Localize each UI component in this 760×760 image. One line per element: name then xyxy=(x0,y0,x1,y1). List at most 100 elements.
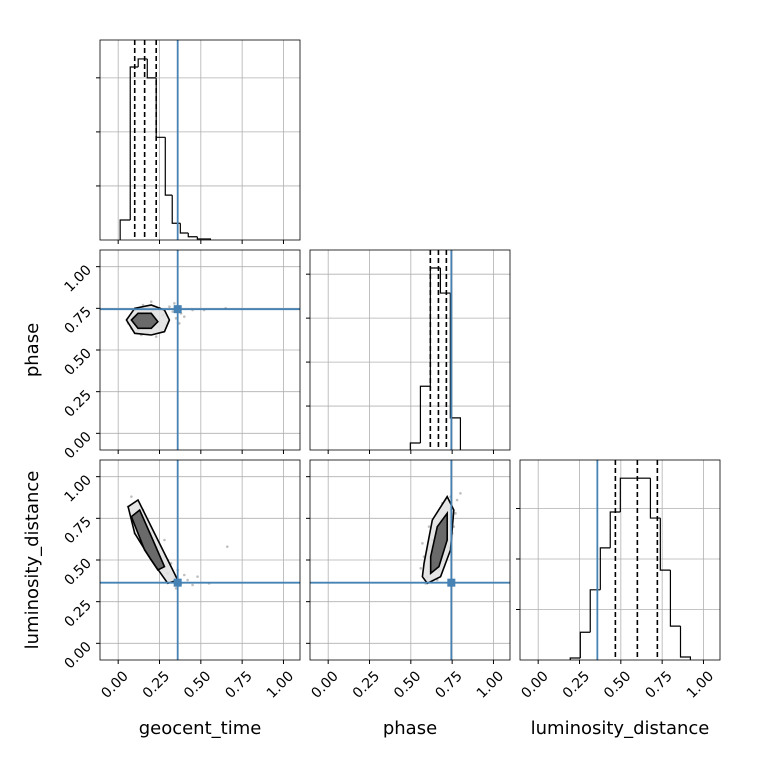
hist-bar xyxy=(589,589,601,633)
plot-area xyxy=(100,460,300,660)
sample-point xyxy=(196,575,199,578)
y-axis-label: luminosity_distance xyxy=(22,471,43,650)
x-tick-label: 0.00 xyxy=(518,668,551,701)
hist-bar xyxy=(599,547,611,590)
sample-point xyxy=(141,303,145,307)
y-tick-label: 1.00 xyxy=(61,472,94,505)
y-tick-label: 0.25 xyxy=(61,597,94,630)
panel: 0.00 0.25 0.50 0.75 1.00 luminosity_distance xyxy=(516,459,721,739)
hist-bar xyxy=(449,293,462,450)
y-tick-label: 0.00 xyxy=(61,639,94,672)
contour xyxy=(130,312,159,330)
x-tick-label: 0.75 xyxy=(642,668,675,701)
sample-point xyxy=(454,512,457,515)
sample-point xyxy=(182,573,186,577)
hist-bar xyxy=(196,236,212,240)
sample-point xyxy=(130,495,133,498)
plot-area xyxy=(569,460,692,660)
sample-point xyxy=(163,538,166,542)
sample-point xyxy=(174,587,178,590)
sample-point xyxy=(459,492,462,495)
hist-bar xyxy=(679,626,692,660)
hist-bar xyxy=(179,223,189,234)
sample-point xyxy=(186,578,189,582)
sample-point xyxy=(174,317,178,320)
truth-marker xyxy=(447,578,456,587)
panel-frame xyxy=(99,249,301,451)
hist-bar xyxy=(439,268,451,294)
hist-bar xyxy=(649,478,661,519)
sample-point xyxy=(149,300,153,303)
hist-bar xyxy=(187,232,198,238)
panel: 0.00 0.25 0.50 0.75 1.000.000.250.500.751.00… xyxy=(22,459,301,739)
x-tick-label: 0.50 xyxy=(181,668,214,701)
truth-marker xyxy=(173,305,182,314)
x-tick-label: 0.00 xyxy=(98,668,131,701)
hist-bar xyxy=(164,137,173,196)
sample-point xyxy=(168,305,171,308)
y-tick-label: 1.00 xyxy=(61,262,94,295)
y-tick-label: 0.50 xyxy=(61,556,94,589)
hist-bar xyxy=(419,385,431,443)
sample-point xyxy=(178,322,181,325)
panel-frame xyxy=(519,459,721,661)
sample-point xyxy=(171,310,175,313)
x-axis-label: luminosity_distance xyxy=(531,718,710,739)
x-tick-label: 0.25 xyxy=(350,668,383,701)
sample-point xyxy=(191,583,194,587)
hist-bar xyxy=(137,58,148,68)
x-tick-label: 0.00 xyxy=(308,668,341,701)
panel-frame xyxy=(99,459,301,661)
panel xyxy=(96,39,301,244)
x-tick-label: 1.00 xyxy=(264,668,297,701)
hist-bar xyxy=(129,66,139,220)
hist-bar xyxy=(659,518,671,571)
x-tick-label: 0.50 xyxy=(391,668,424,701)
x-tick-label: 0.50 xyxy=(601,668,634,701)
x-tick-label: 1.00 xyxy=(684,668,717,701)
plot-area xyxy=(100,250,300,450)
sample-point xyxy=(419,567,423,570)
x-tick-label: 0.75 xyxy=(222,668,255,701)
hist-bar xyxy=(609,511,621,548)
plot-area xyxy=(119,40,212,240)
hist-bar xyxy=(409,442,421,450)
hist-bar xyxy=(119,219,131,240)
panel-frame xyxy=(309,459,511,661)
y-tick-label: 0.75 xyxy=(61,304,94,337)
hist-bar xyxy=(155,77,166,138)
contour xyxy=(130,508,166,572)
sample-point xyxy=(427,525,431,528)
y-tick-label: 0.75 xyxy=(61,514,94,547)
panel-frame xyxy=(309,249,511,451)
sample-point xyxy=(173,302,176,305)
panel-frame xyxy=(99,39,301,241)
truth-marker xyxy=(173,578,182,587)
y-tick-label: 0.50 xyxy=(61,346,94,379)
y-axis-label: phase xyxy=(22,323,43,377)
x-axis-label: phase xyxy=(383,718,437,739)
x-tick-label: 0.75 xyxy=(432,668,465,701)
sample-point xyxy=(455,498,459,502)
sample-point xyxy=(154,335,158,338)
plot-area xyxy=(310,460,510,660)
hist-bar xyxy=(579,631,591,658)
x-tick-label: 1.00 xyxy=(474,668,507,701)
sample-point xyxy=(225,545,229,548)
hist-bar xyxy=(171,195,181,224)
contour xyxy=(429,510,448,576)
panel xyxy=(306,249,511,454)
hist-bar xyxy=(669,570,681,627)
x-tick-label: 0.25 xyxy=(560,668,593,701)
y-tick-label: 0.00 xyxy=(61,429,94,462)
plot-area xyxy=(409,250,462,450)
panel: 0.00 0.25 0.50 0.75 1.00 phase xyxy=(22,249,301,462)
hist-bar xyxy=(619,477,636,513)
sample-point xyxy=(182,315,186,318)
hist-bar xyxy=(146,58,157,79)
hist-bar xyxy=(569,657,581,660)
sample-point xyxy=(421,542,424,545)
y-tick-label: 0.25 xyxy=(61,387,94,420)
x-tick-label: 0.25 xyxy=(140,668,173,701)
